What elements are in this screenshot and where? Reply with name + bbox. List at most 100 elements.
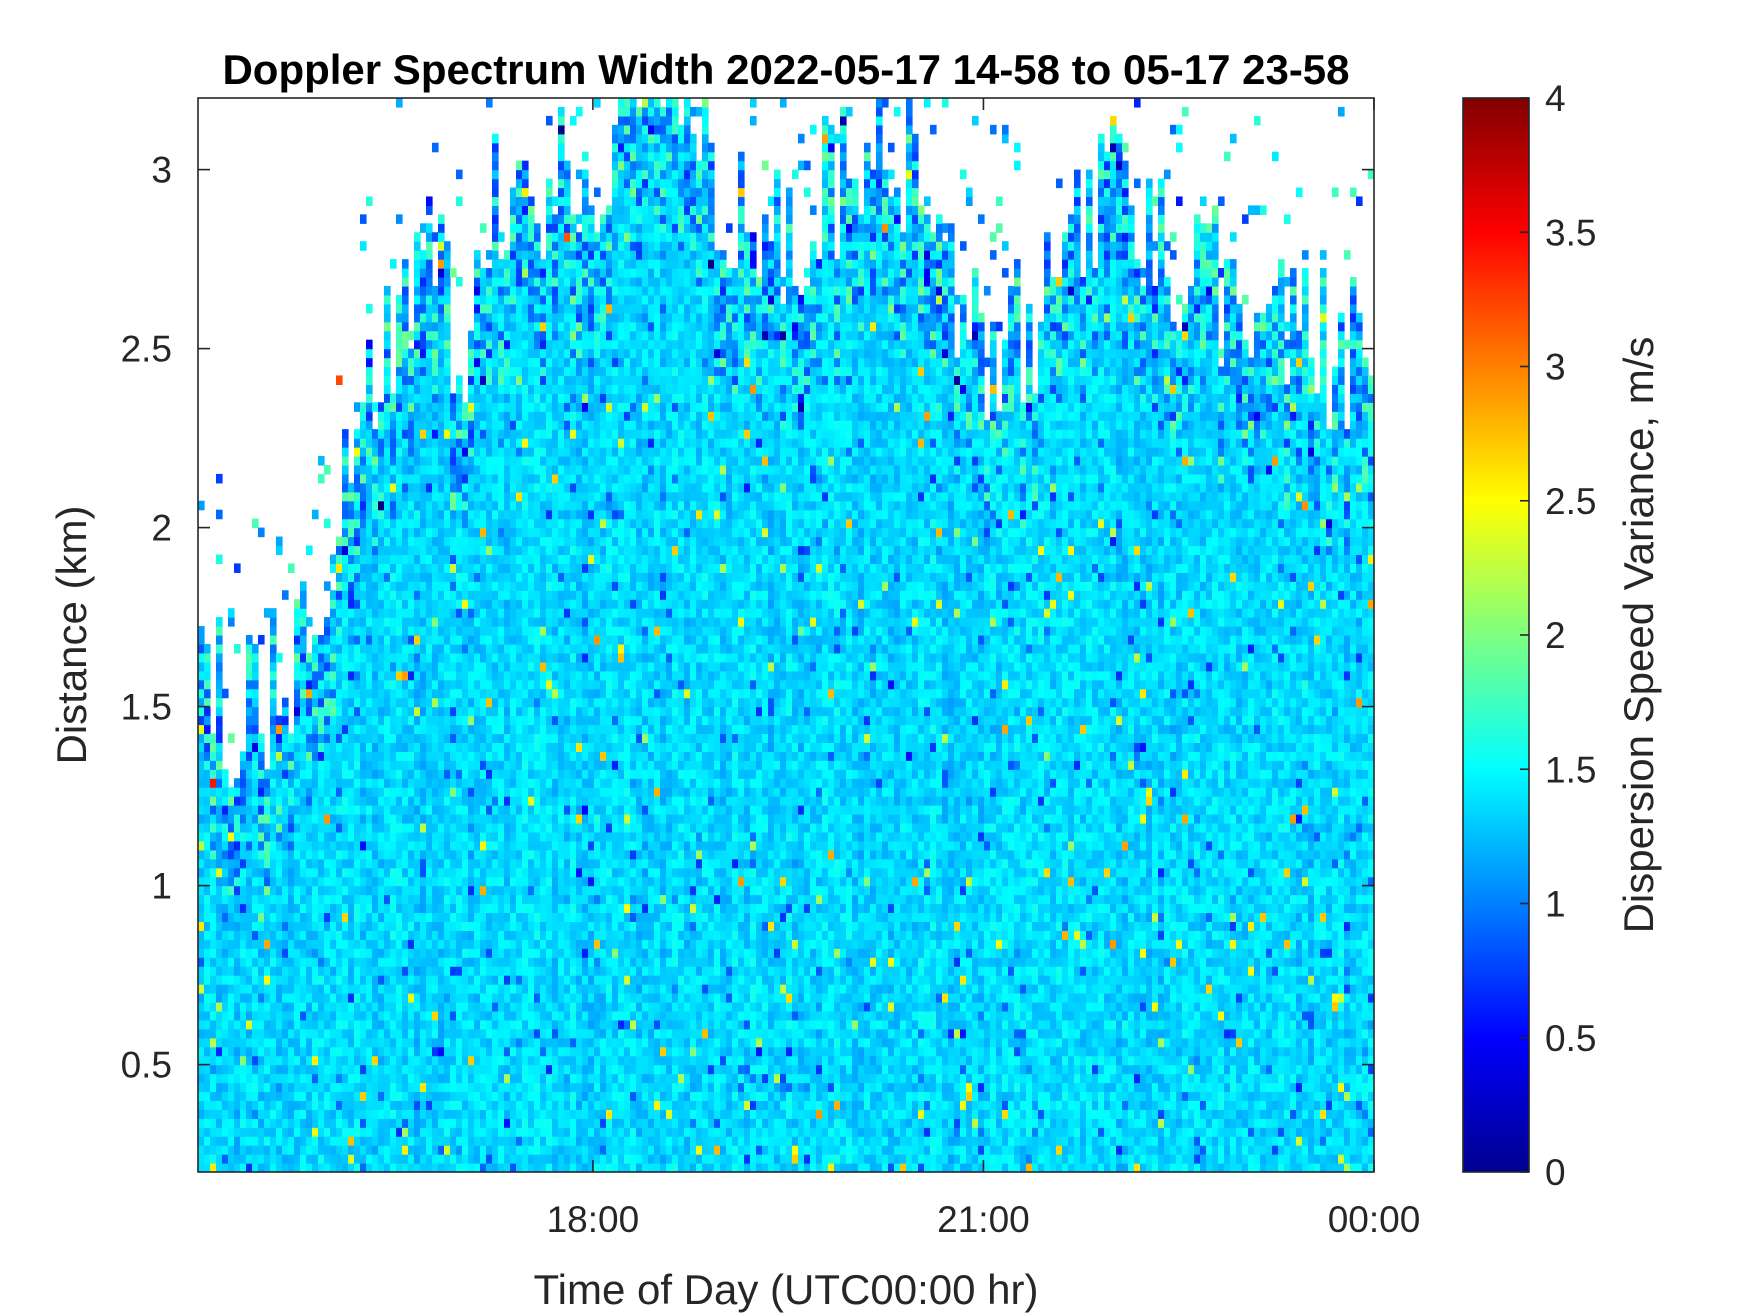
heatmap-cell [498,715,505,726]
heatmap-cell [270,1100,277,1110]
heatmap-cell [432,142,439,153]
heatmap-cell [204,760,211,770]
heatmap-cell [432,554,439,564]
heatmap-cell [558,769,565,779]
heatmap-cell [546,626,553,636]
heatmap-cell [534,473,541,484]
heatmap-cell [384,670,391,681]
heatmap-cell [498,706,505,717]
heatmap-cell [372,626,379,636]
heatmap-cell [384,760,391,770]
heatmap-cell [294,930,301,940]
heatmap-cell [516,196,523,206]
heatmap-cell [486,375,493,385]
heatmap-cell [546,232,553,242]
heatmap-cell [276,652,283,663]
heatmap-cell [498,536,505,547]
heatmap-cell [276,1136,283,1146]
heatmap-cell [366,778,373,788]
heatmap-cell [474,805,481,815]
heatmap-cell [396,1109,403,1119]
heatmap-cell [408,456,415,466]
heatmap-cell [372,1019,379,1030]
heatmap-cell [348,1019,355,1030]
heatmap-cell [456,1154,463,1164]
heatmap-cell [390,402,397,412]
heatmap-cell [522,527,529,538]
heatmap-cell [306,661,313,672]
heatmap-cell [504,1127,511,1137]
heatmap-cell [492,1118,499,1128]
heatmap-cell [444,617,451,627]
heatmap-cell [534,303,541,314]
heatmap-cell [366,787,373,797]
heatmap-cell [420,814,427,824]
heatmap-cell [288,1136,295,1146]
heatmap-cell [480,617,487,627]
heatmap-cell [306,885,313,896]
heatmap-cell [516,527,523,538]
heatmap-cell [468,384,475,394]
heatmap-cell [372,957,379,967]
heatmap-cell [246,1028,253,1039]
heatmap-cell [516,500,523,511]
heatmap-cell [528,277,535,287]
heatmap-cell [360,590,367,600]
heatmap-cell [366,760,373,770]
heatmap-cell [408,993,415,1003]
heatmap-cell [300,840,307,851]
heatmap-cell [360,742,367,752]
heatmap-cell [228,1127,235,1137]
heatmap-cell [198,1136,205,1146]
heatmap-cell [504,984,511,994]
heatmap-cell [294,993,301,1003]
heatmap-cell [372,509,379,520]
heatmap-cell [480,867,487,878]
heatmap-cell [474,635,481,645]
heatmap-cell [552,554,559,564]
heatmap-cell [438,321,445,332]
heatmap-cell [372,849,379,860]
heatmap-cell [378,894,385,905]
heatmap-cell [210,993,217,1003]
heatmap-cell [438,608,445,618]
heatmap-cell [504,268,511,278]
heatmap-cell [204,1046,211,1057]
heatmap-cell [468,482,475,493]
heatmap-cell [498,393,505,403]
heatmap-cell [426,241,433,251]
heatmap-cell [276,975,283,985]
heatmap-cell [510,456,517,466]
heatmap-cell [360,491,367,502]
heatmap-cell [546,661,553,672]
heatmap-cell [264,1073,271,1084]
heatmap-cell [498,822,505,833]
heatmap-cell [432,1073,439,1084]
heatmap-cell [396,518,403,529]
heatmap-cell [402,903,409,914]
heatmap-cell [432,1100,439,1110]
heatmap-cell [438,1118,445,1128]
heatmap-cell [444,635,451,645]
heatmap-cell [516,822,523,833]
heatmap-cell [552,984,559,994]
heatmap-cell [378,984,385,994]
heatmap-cell [270,1109,277,1119]
heatmap-cell [234,867,241,878]
heatmap-cell [366,894,373,905]
heatmap-cell [552,590,559,600]
heatmap-cell [462,805,469,815]
heatmap-cell [276,1091,283,1101]
heatmap-cell [480,626,487,636]
heatmap-cell [366,1136,373,1146]
heatmap-cell [360,957,367,967]
heatmap-cell [210,1082,217,1093]
heatmap-cell [504,1001,511,1012]
heatmap-cell [546,1136,553,1146]
heatmap-cell [312,975,319,985]
heatmap-cell [438,903,445,914]
heatmap-cell [204,1010,211,1021]
heatmap-cell [216,876,223,887]
heatmap-cell [516,581,523,591]
heatmap-cell [210,778,217,788]
